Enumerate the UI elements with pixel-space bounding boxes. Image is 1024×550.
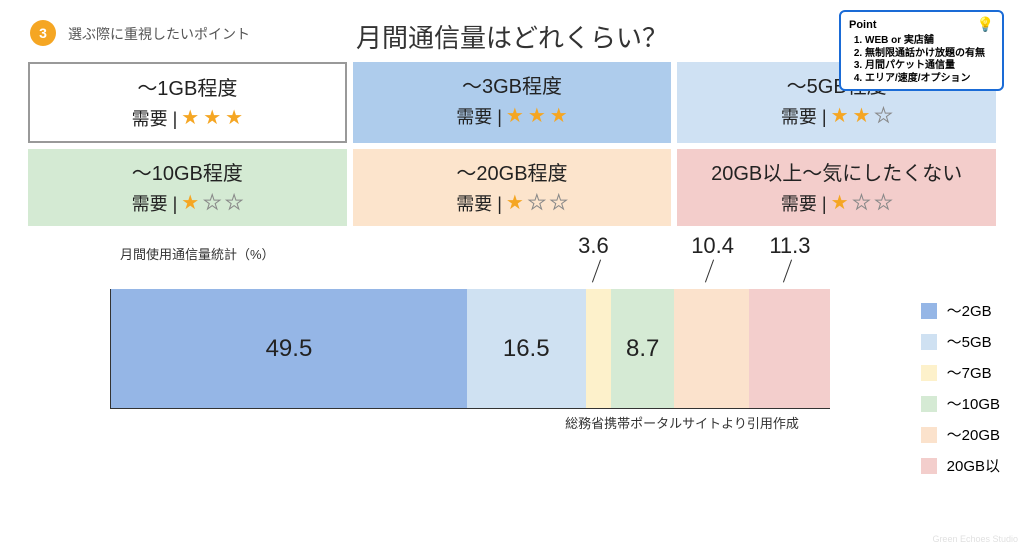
point-item: エリア/速度/オプション xyxy=(865,73,994,86)
plan-card-title: 〜1GB程度 xyxy=(40,72,335,101)
point-box-list: WEB or 実店舗無制限通話かけ放題の有無月間パケット通信量エリア/速度/オプ… xyxy=(849,35,994,85)
plan-card[interactable]: 〜20GB程度需要 | ★★★ xyxy=(353,149,672,226)
demand-label: 需要 | xyxy=(781,103,827,129)
legend-label: 〜10GB xyxy=(947,393,1000,414)
star-icon: ★ xyxy=(225,108,243,128)
legend-label: 〜7GB xyxy=(947,362,992,383)
legend-item: 〜10GB xyxy=(921,393,1000,414)
demand-label: 需要 | xyxy=(781,190,827,216)
star-icon: ★ xyxy=(853,106,871,126)
point-box-title: Point xyxy=(849,19,877,31)
star-icon: ★ xyxy=(853,193,871,213)
lightbulb-icon: 💡 xyxy=(977,16,994,33)
legend-item: 20GB以 xyxy=(921,455,1000,476)
star-icon: ★ xyxy=(831,193,849,213)
segment-value: 8.7 xyxy=(626,335,659,363)
legend-label: 20GB以 xyxy=(947,455,1000,476)
plan-card-title: 〜10GB程度 xyxy=(38,157,337,186)
chart-legend: 〜2GB 〜5GB 〜7GB 〜10GB 〜20GB 20GB以 xyxy=(921,300,1000,486)
demand-label: 需要 | xyxy=(132,190,178,216)
legend-swatch xyxy=(921,334,937,350)
legend-label: 〜20GB xyxy=(947,424,1000,445)
legend-swatch xyxy=(921,458,937,474)
star-icon: ★ xyxy=(181,108,199,128)
watermark: Green Echoes Studio xyxy=(932,534,1018,544)
plan-card-title: 〜3GB程度 xyxy=(363,70,662,99)
bar-segment xyxy=(586,289,612,408)
point-box: Point 💡 WEB or 実店舗無制限通話かけ放題の有無月間パケット通信量エ… xyxy=(839,10,1004,91)
legend-item: 〜5GB xyxy=(921,331,1000,352)
plan-card-title: 20GB以上〜気にしたくない xyxy=(687,157,986,186)
plan-card-demand: 需要 | ★★★ xyxy=(687,103,986,129)
bar-segment: 16.5 xyxy=(467,289,586,408)
legend-item: 〜7GB xyxy=(921,362,1000,383)
legend-item: 〜20GB xyxy=(921,424,1000,445)
legend-swatch xyxy=(921,427,937,443)
star-icon: ★ xyxy=(506,106,524,126)
star-icon: ★ xyxy=(528,106,546,126)
usage-chart: 月間使用通信量統計（%） 3.610.411.3 49.516.58.7 総務省… xyxy=(110,244,994,432)
star-icon: ★ xyxy=(203,108,221,128)
legend-label: 〜2GB xyxy=(947,300,992,321)
callout-value: 11.3 xyxy=(769,233,810,259)
callout-value: 3.6 xyxy=(578,233,609,259)
chart-source: 総務省携帯ポータルサイトより引用作成 xyxy=(370,413,994,432)
star-icon: ★ xyxy=(874,193,892,213)
point-item: WEB or 実店舗 xyxy=(865,35,994,48)
header: 3 選ぶ際に重視したいポイント 月間通信量はどれくらい？ Point 💡 WEB… xyxy=(0,0,1024,56)
segment-value: 16.5 xyxy=(503,335,550,363)
plan-card-demand: 需要 | ★★★ xyxy=(363,190,662,216)
plan-card[interactable]: 〜3GB程度需要 | ★★★ xyxy=(353,62,672,143)
star-icon: ★ xyxy=(506,193,524,213)
demand-label: 需要 | xyxy=(132,105,178,131)
point-item: 月間パケット通信量 xyxy=(865,60,994,73)
bar-segment: 8.7 xyxy=(611,289,674,408)
legend-label: 〜5GB xyxy=(947,331,992,352)
stacked-bar: 49.5 16.5 8.7 xyxy=(110,289,830,409)
legend-swatch xyxy=(921,365,937,381)
bar-segment: 49.5 xyxy=(111,289,467,408)
callout-value: 10.4 xyxy=(691,233,734,259)
bar-segment xyxy=(749,289,830,408)
chart-callouts: 3.610.411.3 xyxy=(110,241,830,269)
page-title: 月間通信量はどれくらい？ xyxy=(356,18,668,55)
demand-label: 需要 | xyxy=(456,103,502,129)
demand-label: 需要 | xyxy=(456,190,502,216)
plan-card[interactable]: 20GB以上〜気にしたくない需要 | ★★★ xyxy=(677,149,996,226)
star-icon: ★ xyxy=(550,106,568,126)
plan-card-title: 〜20GB程度 xyxy=(363,157,662,186)
section-label: 選ぶ際に重視したいポイント xyxy=(68,20,250,44)
plan-card[interactable]: 〜10GB程度需要 | ★★★ xyxy=(28,149,347,226)
star-icon: ★ xyxy=(225,193,243,213)
plan-card-demand: 需要 | ★★★ xyxy=(38,190,337,216)
star-icon: ★ xyxy=(874,106,892,126)
plan-card-demand: 需要 | ★★★ xyxy=(687,190,986,216)
star-icon: ★ xyxy=(181,193,199,213)
star-icon: ★ xyxy=(528,193,546,213)
legend-swatch xyxy=(921,303,937,319)
plan-card-demand: 需要 | ★★★ xyxy=(363,103,662,129)
star-icon: ★ xyxy=(203,193,221,213)
legend-swatch xyxy=(921,396,937,412)
star-icon: ★ xyxy=(550,193,568,213)
legend-item: 〜2GB xyxy=(921,300,1000,321)
point-item: 無制限通話かけ放題の有無 xyxy=(865,48,994,61)
star-icon: ★ xyxy=(831,106,849,126)
section-number-badge: 3 xyxy=(30,20,56,46)
segment-value: 49.5 xyxy=(266,335,313,363)
plan-card-demand: 需要 | ★★★ xyxy=(40,105,335,131)
plan-card[interactable]: 〜1GB程度需要 | ★★★ xyxy=(28,62,347,143)
bar-segment xyxy=(674,289,749,408)
